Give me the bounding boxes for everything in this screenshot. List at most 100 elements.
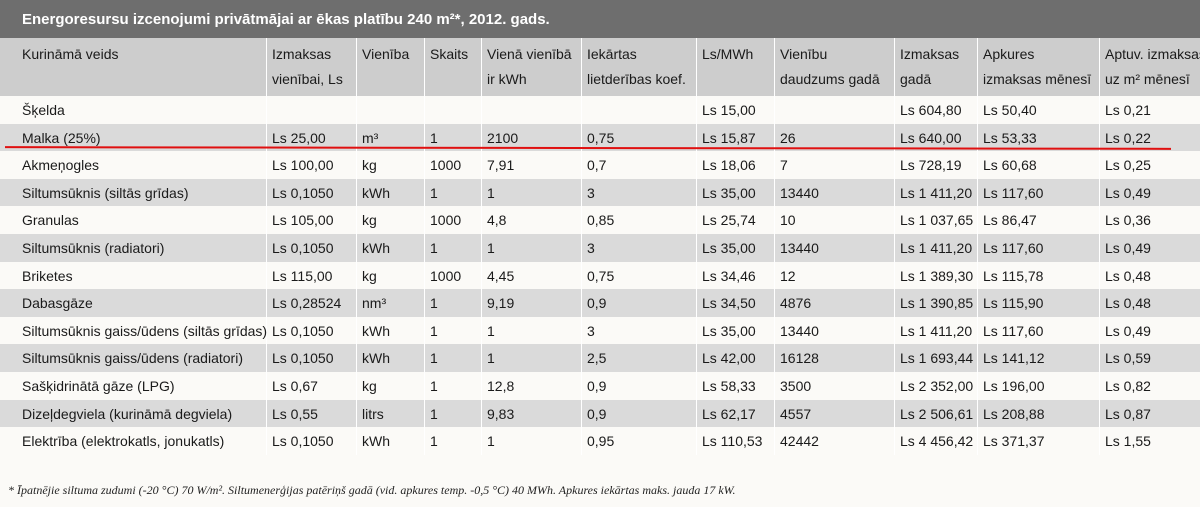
table-cell: 12,8: [487, 378, 515, 394]
table-cell: nm³: [362, 295, 387, 312]
table-cell: 0,9: [587, 405, 607, 422]
table-cell: Ls 15,00: [702, 102, 756, 118]
table-cell: 3: [587, 184, 595, 201]
column-header: lietderības koef.: [587, 71, 686, 87]
table-cell: Ls 25,74: [702, 212, 756, 229]
column-divider: [1099, 38, 1100, 455]
table-row: [0, 344, 1200, 372]
table-cell: Ls 25,00: [272, 129, 326, 146]
table-cell: 0,9: [587, 295, 607, 312]
table-cell: 0,95: [587, 433, 615, 450]
table-cell: 12: [780, 267, 796, 284]
table-cell: Ls 18,06: [702, 157, 756, 174]
column-header: Kurināmā veids: [22, 46, 119, 62]
table-cell: Ls 115,78: [983, 267, 1044, 284]
table-cell: 1: [487, 350, 495, 367]
table-cell: kWh: [362, 184, 390, 201]
table-cell: 1: [430, 322, 438, 339]
table-cell: 3: [587, 240, 595, 256]
table-cell: Ls 4 456,42: [900, 433, 974, 450]
table-cell: 9,83: [487, 405, 515, 422]
table-cell: Ls 0,82: [1105, 378, 1151, 394]
table-cell: kg: [362, 267, 377, 284]
table-cell: litrs: [362, 405, 384, 422]
table-cell: 4,45: [487, 267, 515, 284]
table-cell: Ls 34,50: [702, 295, 756, 312]
table-cell: Ls 110,53: [702, 433, 763, 450]
column-header: Aptuv. izmaksas: [1105, 46, 1200, 62]
column-header: gadā: [900, 71, 932, 87]
table-cell: Ls 640,00: [900, 129, 962, 146]
table-cell: 1: [430, 350, 438, 367]
table-cell: 0,85: [587, 212, 615, 229]
table-cell: 13440: [780, 184, 819, 201]
row-label: Sašķidrinātā gāze (LPG): [22, 378, 175, 394]
row-label: Elektrība (elektrokatls, jonukatls): [22, 433, 225, 450]
column-header: Apkures: [983, 46, 1035, 62]
table-cell: Ls 42,00: [702, 350, 756, 367]
column-header: daudzums gadā: [780, 71, 880, 87]
column-header: izmaksas mēnesī: [983, 71, 1092, 87]
table-cell: kWh: [362, 322, 390, 339]
row-label: Granulas: [22, 212, 79, 229]
header-row: [0, 38, 1200, 96]
table-cell: Ls 0,49: [1105, 240, 1151, 256]
table-cell: 1: [487, 322, 495, 339]
row-label: Dizeļdegviela (kurināmā degviela): [22, 405, 233, 422]
table-row: [0, 178, 1200, 207]
table-cell: 4876: [780, 295, 812, 312]
table-cell: Ls 0,87: [1105, 405, 1151, 422]
table-cell: Ls 0,1050: [272, 350, 334, 367]
table-cell: Ls 0,49: [1105, 184, 1151, 201]
table-cell: Ls 0,67: [272, 378, 318, 394]
table-cell: Ls 208,88: [983, 405, 1045, 422]
table-cell: 3500: [780, 378, 812, 394]
table-cell: Ls 0,1050: [272, 433, 334, 450]
table-cell: Ls 0,1050: [272, 240, 334, 256]
column-divider: [266, 38, 267, 455]
table-cell: 1: [430, 433, 438, 450]
table-cell: kg: [362, 157, 377, 174]
table-cell: Ls 1 037,65: [900, 212, 974, 229]
table-cell: Ls 58,33: [702, 378, 756, 394]
table-cell: Ls 1 390,85: [900, 295, 974, 312]
row-label: Akmeņogles: [22, 157, 100, 174]
table-cell: Ls 117,60: [983, 322, 1044, 339]
column-header: Skaits: [430, 46, 469, 62]
table-cell: Ls 1 389,30: [900, 267, 974, 284]
table-cell: Ls 117,60: [983, 184, 1044, 201]
table-cell: 4,8: [487, 212, 507, 229]
table-cell: kg: [362, 212, 377, 229]
table-cell: Ls 0,49: [1105, 322, 1151, 339]
table-cell: 1: [430, 378, 438, 394]
table-cell: Ls 1 411,20: [900, 240, 973, 256]
table-cell: Ls 141,12: [983, 350, 1045, 367]
column-divider: [977, 38, 978, 455]
table-cell: 1000: [430, 267, 462, 284]
table-cell: Ls 0,1050: [272, 322, 334, 339]
table-cell: Ls 0,36: [1105, 212, 1151, 229]
table-cell: Ls 86,47: [983, 212, 1037, 229]
column-divider: [424, 38, 425, 455]
column-header: Ls/MWh: [702, 46, 754, 62]
row-label: Siltumsūknis (siltās grīdas): [22, 184, 189, 201]
table-cell: 1: [487, 240, 495, 256]
table-cell: Ls 35,00: [702, 240, 756, 256]
table-cell: Ls 0,22: [1105, 129, 1151, 146]
column-divider: [774, 38, 775, 455]
table-cell: Ls 196,00: [983, 378, 1045, 394]
table-cell: 1000: [430, 212, 462, 229]
table-cell: Ls 35,00: [702, 184, 756, 201]
table-cell: 42442: [780, 433, 819, 450]
table-cell: Ls 115,00: [272, 267, 333, 284]
table-row: [0, 399, 1200, 428]
table-cell: 0,9: [587, 378, 607, 394]
table-cell: Ls 50,40: [983, 102, 1037, 118]
table-cell: Ls 117,60: [983, 240, 1044, 256]
table-cell: 1000: [430, 157, 462, 174]
table-cell: 1: [430, 240, 438, 256]
table-cell: m³: [362, 129, 379, 146]
table-cell: Ls 0,48: [1105, 267, 1151, 284]
table-row: [0, 234, 1200, 262]
table-cell: 0,75: [587, 129, 615, 146]
